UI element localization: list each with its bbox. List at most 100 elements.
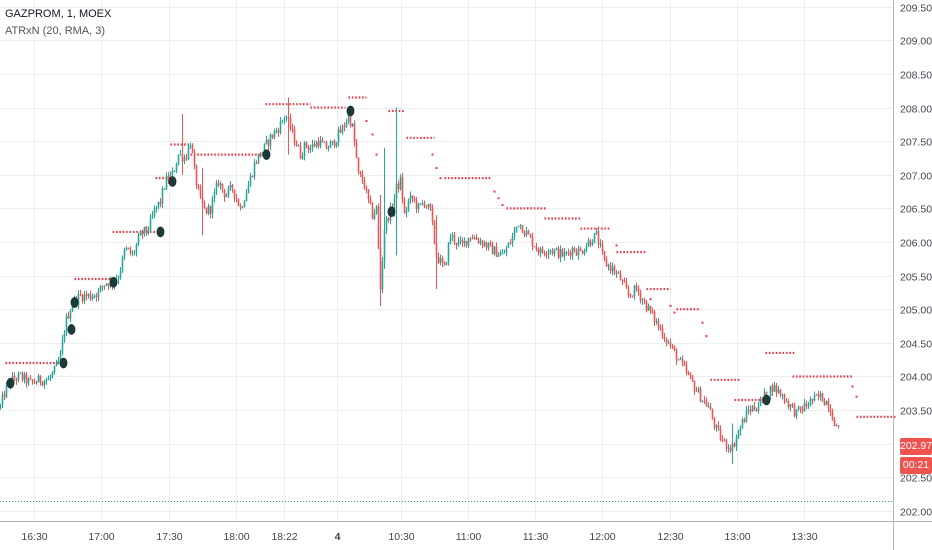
candle-body bbox=[527, 230, 530, 235]
candle-body bbox=[131, 253, 134, 255]
candle-body bbox=[33, 381, 36, 383]
indicator-label[interactable]: ATRxN (20, RMA, 3) bbox=[5, 25, 106, 37]
candle-body bbox=[209, 205, 212, 214]
candle-body bbox=[247, 185, 250, 194]
candle-body bbox=[141, 231, 144, 235]
candle-body bbox=[685, 365, 688, 373]
candle-body bbox=[153, 208, 156, 216]
candle-body bbox=[89, 293, 92, 299]
candle-body bbox=[613, 266, 616, 274]
candle-body bbox=[751, 406, 754, 412]
candle-body bbox=[81, 294, 84, 302]
candle-body bbox=[759, 398, 762, 407]
candle-body bbox=[383, 230, 386, 262]
candle-body bbox=[331, 140, 334, 143]
atr-stop-dot bbox=[375, 153, 378, 156]
candle-body bbox=[787, 401, 790, 408]
candle-body bbox=[419, 203, 422, 205]
candle-body bbox=[83, 294, 86, 302]
candle-body bbox=[449, 236, 452, 244]
candle-body bbox=[189, 145, 192, 147]
y-tick-label: 207.50 bbox=[900, 137, 932, 149]
candle-body bbox=[27, 378, 30, 384]
candle-body bbox=[707, 406, 710, 408]
atr-stop-dot bbox=[497, 197, 500, 200]
candle-body bbox=[411, 195, 414, 199]
signal-marker bbox=[346, 105, 355, 117]
candle-body bbox=[441, 258, 444, 263]
atr-stop-dot bbox=[701, 321, 704, 324]
candle-body bbox=[99, 286, 102, 291]
candle-body bbox=[403, 200, 406, 213]
candle-body bbox=[277, 130, 280, 133]
candle-body bbox=[615, 272, 618, 274]
candle-body bbox=[149, 217, 152, 231]
candle-body bbox=[213, 191, 216, 199]
candle-body bbox=[803, 403, 806, 412]
candle-body bbox=[183, 157, 186, 162]
candle-body bbox=[281, 120, 284, 122]
candles-layer bbox=[0, 97, 840, 464]
candle-body bbox=[799, 406, 802, 409]
y-tick-label: 205.00 bbox=[900, 305, 932, 317]
candle-body bbox=[377, 206, 380, 248]
candle-body bbox=[201, 196, 204, 204]
candle-body bbox=[275, 130, 278, 132]
candle-body bbox=[585, 246, 588, 252]
candle-body bbox=[387, 218, 390, 221]
candle-body bbox=[29, 378, 32, 380]
candle-body bbox=[47, 378, 50, 381]
candle-body bbox=[805, 403, 808, 406]
candle-body bbox=[551, 250, 554, 254]
candle-body bbox=[59, 353, 62, 361]
candle-body bbox=[425, 206, 428, 208]
candle-body bbox=[51, 372, 54, 377]
candle-body bbox=[95, 295, 98, 298]
candle-body bbox=[301, 155, 304, 159]
candle-body bbox=[485, 242, 488, 248]
candle-body bbox=[659, 327, 662, 329]
candle-body bbox=[323, 142, 326, 144]
candle-body bbox=[583, 251, 586, 254]
candle-body bbox=[809, 398, 812, 406]
candle-body bbox=[285, 117, 288, 119]
candle-body bbox=[577, 248, 580, 256]
candle-body bbox=[743, 419, 746, 422]
candle-body bbox=[503, 252, 506, 254]
candle-body bbox=[635, 285, 638, 289]
candle-body bbox=[619, 273, 622, 281]
candle-body bbox=[645, 301, 648, 311]
candle-body bbox=[5, 384, 8, 397]
candle-body bbox=[147, 230, 150, 232]
candle-body bbox=[661, 328, 664, 338]
candle-body bbox=[87, 293, 90, 296]
candle-body bbox=[689, 374, 692, 376]
candle-body bbox=[283, 118, 286, 121]
candle-body bbox=[407, 200, 410, 211]
candle-body bbox=[547, 251, 550, 255]
candle-body bbox=[127, 247, 130, 249]
candle-body bbox=[309, 148, 312, 150]
candle-body bbox=[717, 425, 720, 429]
candle-body bbox=[819, 393, 822, 397]
atr-stop-dot bbox=[435, 167, 438, 170]
candle-body bbox=[253, 162, 256, 177]
candle-body bbox=[719, 428, 722, 440]
candle-body bbox=[487, 242, 490, 248]
candle-body bbox=[783, 394, 786, 402]
candle-body bbox=[741, 419, 744, 428]
candle-body bbox=[363, 181, 366, 189]
candle-body bbox=[303, 142, 306, 156]
candle-body bbox=[509, 242, 512, 244]
candle-body bbox=[683, 362, 686, 366]
candle-body bbox=[243, 201, 246, 208]
candle-body bbox=[621, 280, 624, 282]
candle-body bbox=[791, 404, 794, 406]
signal-marker bbox=[67, 324, 76, 335]
symbol-label[interactable]: GAZPROM, 1, MOEX bbox=[5, 8, 112, 20]
candle-body bbox=[763, 391, 766, 399]
candle-body bbox=[735, 437, 738, 447]
candle-body bbox=[829, 408, 832, 413]
